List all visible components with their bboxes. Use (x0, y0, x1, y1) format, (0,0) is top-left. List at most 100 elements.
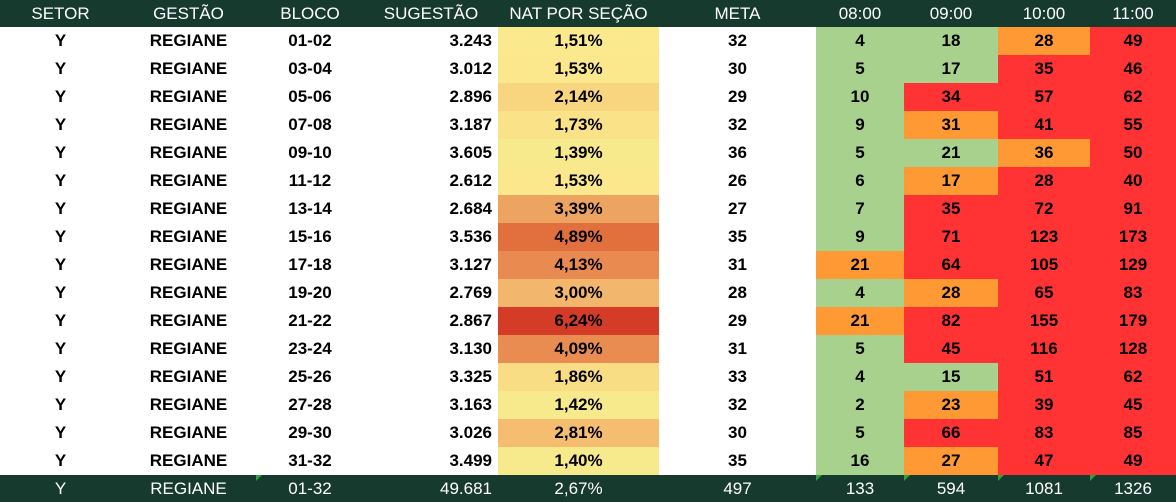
cell-h10: 57 (998, 83, 1090, 111)
cell-h09: 64 (904, 251, 998, 279)
cell-h08: 9 (816, 111, 904, 139)
cell-h11: 49 (1090, 27, 1176, 55)
cell-gestao: REGIANE (149, 199, 228, 218)
cell-setor: Y (54, 395, 67, 414)
total-nat: 2,67% (498, 475, 659, 502)
cell-meta: 27 (728, 199, 747, 218)
table-row: Y REGIANE 13-14 2.684 3,39% 27 7 35 72 91 (0, 195, 1176, 223)
cell-nat: 1,53% (498, 167, 659, 195)
cell-meta: 29 (728, 87, 747, 106)
cell-gestao: REGIANE (149, 451, 228, 470)
cell-h11: 40 (1090, 167, 1176, 195)
table-row: Y REGIANE 09-10 3.605 1,39% 36 5 21 36 50 (0, 139, 1176, 167)
cell-meta: 26 (728, 171, 747, 190)
total-h08: 133 (816, 475, 904, 502)
cell-h09: 34 (904, 83, 998, 111)
total-sugestao: 49.681 (364, 475, 498, 502)
table-row: Y REGIANE 31-32 3.499 1,40% 35 16 27 47 49 (0, 447, 1176, 475)
cell-setor: Y (54, 451, 67, 470)
header-h11: 11:00 (1090, 0, 1176, 27)
cell-h09: 45 (904, 335, 998, 363)
header-h08: 08:00 (816, 0, 904, 27)
cell-bloco: 09-10 (288, 143, 332, 162)
table-row: Y REGIANE 05-06 2.896 2,14% 29 10 34 57 62 (0, 83, 1176, 111)
cell-h11: 62 (1090, 83, 1176, 111)
cell-gestao: REGIANE (149, 423, 228, 442)
table-row: Y REGIANE 27-28 3.163 1,42% 32 2 23 39 45 (0, 391, 1176, 419)
table-row: Y REGIANE 01-02 3.243 1,51% 32 4 18 28 49 (0, 27, 1176, 55)
cell-sugestao: 2.612 (449, 171, 492, 190)
cell-h10: 65 (998, 279, 1090, 307)
cell-nat: 1,73% (498, 111, 659, 139)
cell-sugestao: 2.896 (449, 87, 492, 106)
header-h10: 10:00 (998, 0, 1090, 27)
cell-h11: 128 (1090, 335, 1176, 363)
cell-h11: 173 (1090, 223, 1176, 251)
header-h09: 09:00 (904, 0, 998, 27)
cell-nat: 1,40% (498, 447, 659, 475)
cell-sugestao: 3.187 (449, 115, 492, 134)
cell-sugestao: 3.163 (449, 395, 492, 414)
cell-h10: 116 (998, 335, 1090, 363)
cell-nat: 2,14% (498, 83, 659, 111)
cell-gestao: REGIANE (149, 283, 228, 302)
cell-nat: 4,09% (498, 335, 659, 363)
cell-bloco: 03-04 (288, 59, 332, 78)
cell-setor: Y (54, 423, 67, 442)
cell-h08: 21 (816, 307, 904, 335)
cell-h08: 7 (816, 195, 904, 223)
header-gestao: GESTÃO (121, 0, 256, 27)
header-meta: META (659, 0, 816, 27)
table-row: Y REGIANE 15-16 3.536 4,89% 35 9 71 123 173 (0, 223, 1176, 251)
cell-h09: 82 (904, 307, 998, 335)
cell-meta: 31 (728, 255, 747, 274)
cell-gestao: REGIANE (149, 227, 228, 246)
table-row: Y REGIANE 21-22 2.867 6,24% 29 21 82 155 179 (0, 307, 1176, 335)
cell-setor: Y (54, 311, 67, 330)
cell-h11: 85 (1090, 419, 1176, 447)
cell-h11: 83 (1090, 279, 1176, 307)
cell-sugestao: 3.325 (449, 367, 492, 386)
cell-h09: 28 (904, 279, 998, 307)
cell-bloco: 27-28 (288, 395, 332, 414)
cell-nat: 4,13% (498, 251, 659, 279)
cell-h09: 17 (904, 167, 998, 195)
cell-gestao: REGIANE (149, 87, 228, 106)
cell-h09: 23 (904, 391, 998, 419)
cell-h08: 10 (816, 83, 904, 111)
cell-setor: Y (54, 115, 67, 134)
cell-meta: 30 (728, 59, 747, 78)
cell-bloco: 23-24 (288, 339, 332, 358)
cell-setor: Y (54, 367, 67, 386)
cell-h08: 5 (816, 139, 904, 167)
cell-h09: 27 (904, 447, 998, 475)
cell-h10: 28 (998, 27, 1090, 55)
cell-sugestao: 3.605 (449, 143, 492, 162)
cell-gestao: REGIANE (149, 59, 228, 78)
cell-h10: 83 (998, 419, 1090, 447)
cell-nat: 1,53% (498, 55, 659, 83)
header-bloco: BLOCO (256, 0, 364, 27)
cell-h10: 35 (998, 55, 1090, 83)
cell-gestao: REGIANE (149, 171, 228, 190)
cell-h09: 31 (904, 111, 998, 139)
cell-h08: 4 (816, 27, 904, 55)
cell-meta: 32 (728, 31, 747, 50)
total-h09: 594 (904, 475, 998, 502)
header-setor: SETOR (0, 0, 121, 27)
table-row: Y REGIANE 23-24 3.130 4,09% 31 5 45 116 128 (0, 335, 1176, 363)
cell-h11: 45 (1090, 391, 1176, 419)
total-setor: Y (0, 475, 121, 502)
table-row: Y REGIANE 25-26 3.325 1,86% 33 4 15 51 62 (0, 363, 1176, 391)
cell-h08: 2 (816, 391, 904, 419)
cell-meta: 28 (728, 283, 747, 302)
cell-h08: 4 (816, 279, 904, 307)
cell-gestao: REGIANE (149, 255, 228, 274)
cell-h08: 5 (816, 419, 904, 447)
cell-setor: Y (54, 31, 67, 50)
total-h10: 1081 (998, 475, 1090, 502)
header-sugestao: SUGESTÃO (364, 0, 498, 27)
cell-sugestao: 3.012 (449, 59, 492, 78)
cell-h10: 51 (998, 363, 1090, 391)
